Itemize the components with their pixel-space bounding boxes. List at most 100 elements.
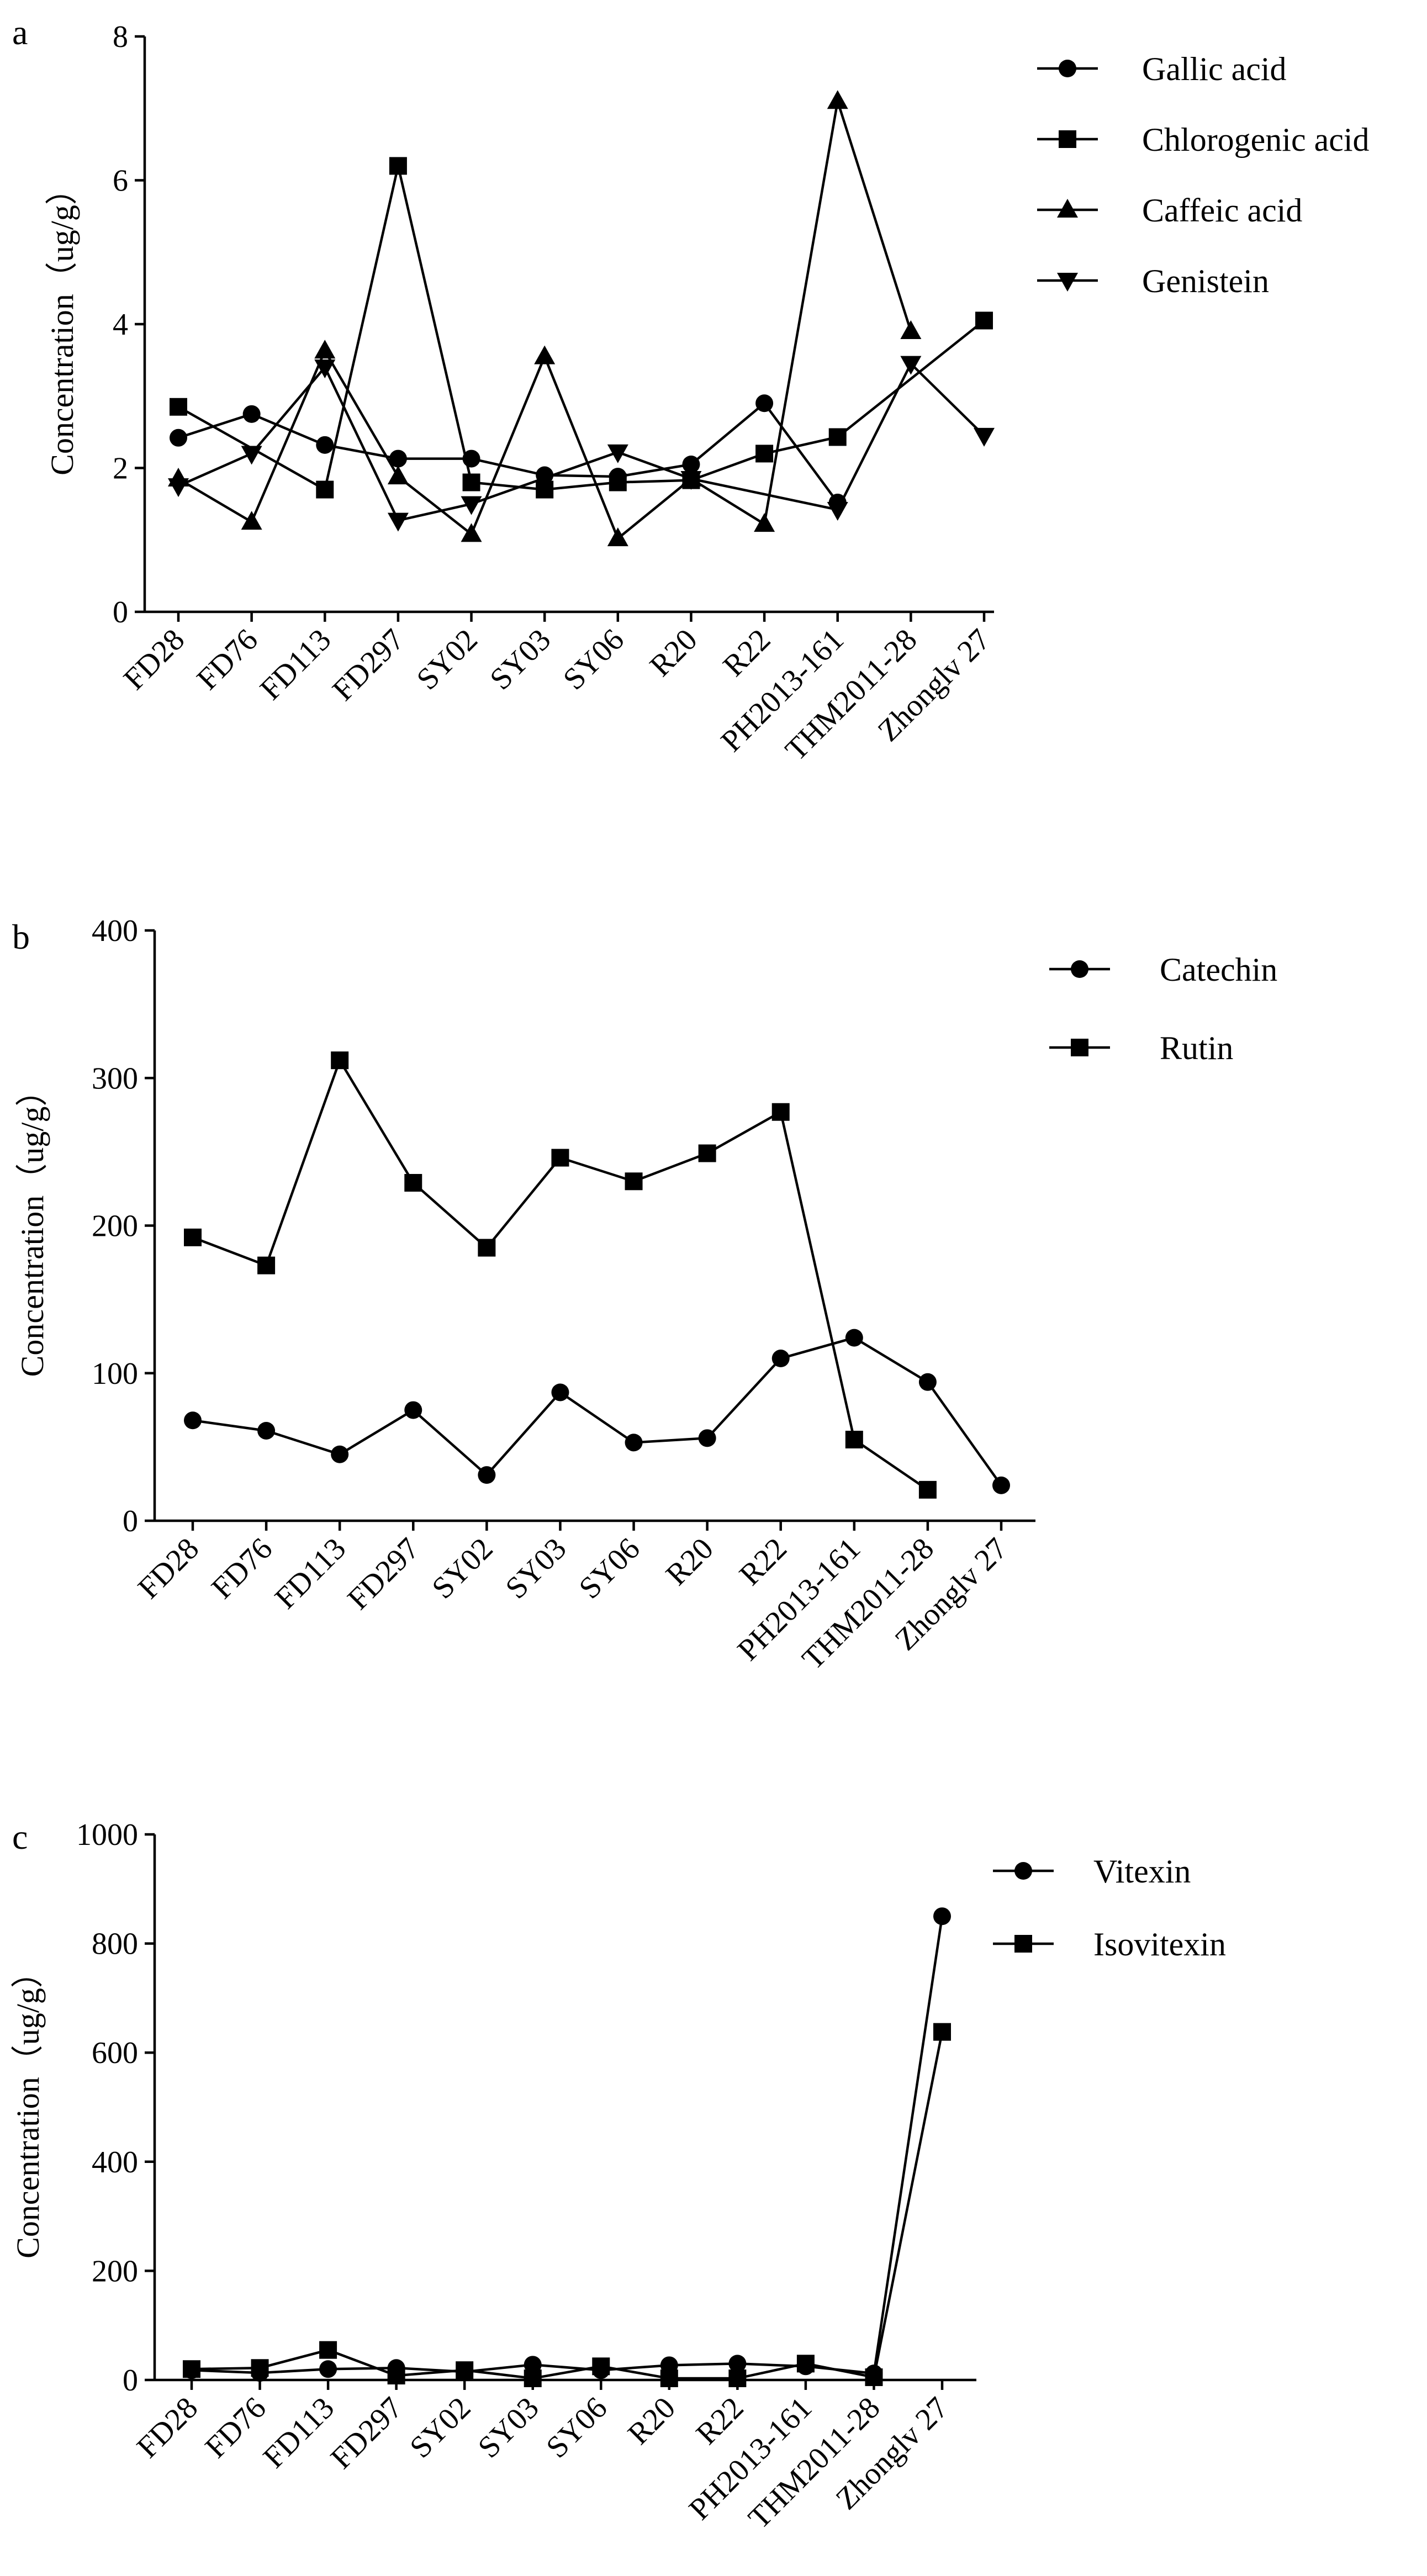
chart-b-x-tick-label-fd113: FD113 xyxy=(268,1531,352,1615)
chart-c-point-isovitexin-fd28 xyxy=(183,2360,200,2378)
chart-a-point-chlorogenic-acid-fd28 xyxy=(170,398,187,416)
chart-c-x-tick-label-sy06: SY06 xyxy=(540,2390,614,2464)
chart-b-point-catechin-fd113 xyxy=(331,1445,349,1463)
chart-b-point-catechin-r22 xyxy=(771,1350,790,1368)
chart-b-y-tick-label: 300 xyxy=(92,1061,138,1096)
chart-panel-a: a 0 2 4 6 8 Concentration（ug/g） FD28FD76FD113F… xyxy=(12,13,1370,768)
chart-a-point-chlorogenic-acid-sy06 xyxy=(609,473,627,491)
chart-c-x-tick-label-r22: R22 xyxy=(690,2390,751,2451)
chart-a-legend-label-genistein: Genistein xyxy=(1142,263,1269,299)
chart-a-x-tick-label-sy06: SY06 xyxy=(557,622,631,696)
chart-b-x-tick-label-sy02: SY02 xyxy=(425,1531,499,1605)
chart-c-y-tick-label: 400 xyxy=(92,2145,138,2180)
chart-a-point-gallic-acid-fd76 xyxy=(242,405,261,423)
chart-a-point-gallic-acid-fd297 xyxy=(389,449,407,468)
chart-a-x-tick-label-r20: R20 xyxy=(643,622,704,683)
chart-b-series-line-rutin xyxy=(192,1057,929,1491)
chart-b-legend-label-rutin: Rutin xyxy=(1160,1030,1233,1066)
chart-b-legend-label-catechin: Catechin xyxy=(1160,951,1277,988)
chart-a-point-caffeic-acid-sy02 xyxy=(461,523,482,542)
chart-a-legend-marker-caffeic-acid xyxy=(1057,199,1078,218)
chart-a-legend-label-caffeic-acid: Caffeic acid xyxy=(1142,192,1302,229)
chart-c-series-line-vitexin xyxy=(191,1916,944,2375)
chart-b-point-rutin-fd76 xyxy=(257,1256,276,1274)
chart-a-point-chlorogenic-acid-zhonglv-27 xyxy=(975,311,993,330)
chart-b-point-catechin-fd297 xyxy=(404,1401,422,1419)
chart-b-legend-marker-rutin xyxy=(1071,1039,1088,1056)
chart-b-point-rutin-thm2011-28 xyxy=(918,1480,937,1499)
chart-a-point-chlorogenic-acid-fd113 xyxy=(316,480,334,499)
chart-a-point-gallic-acid-r22 xyxy=(755,394,774,412)
chart-a-legend-marker-chlorogenic-acid xyxy=(1059,130,1076,148)
chart-b-y-axis-title: Concentration（ug/g） xyxy=(14,1075,50,1377)
chart-a-legend-marker-gallic-acid xyxy=(1059,60,1076,77)
chart-a-point-genistein-fd113 xyxy=(314,359,336,379)
chart-b-point-catechin-sy03 xyxy=(551,1383,569,1401)
chart-b-point-catechin-r20 xyxy=(698,1429,716,1447)
chart-b-point-rutin-r22 xyxy=(771,1103,790,1121)
chart-b-point-catechin-fd76 xyxy=(257,1421,276,1440)
chart-c-point-isovitexin-ph2013-161 xyxy=(796,2355,815,2373)
chart-b-x-tick-label-fd28: FD28 xyxy=(131,1531,205,1605)
chart-c-point-isovitexin-thm2011-28 xyxy=(865,2368,883,2387)
chart-c-point-isovitexin-r20 xyxy=(660,2369,678,2388)
chart-a-point-genistein-sy02 xyxy=(461,496,482,515)
chart-b-x-tick-label-fd76: FD76 xyxy=(205,1531,279,1605)
chart-a-y-tick-label: 2 xyxy=(113,452,128,486)
chart-b-point-catechin-zhonglv-27 xyxy=(992,1476,1010,1494)
chart-a-point-genistein-sy06 xyxy=(607,444,628,463)
chart-c-x-tick-label-fd28: FD28 xyxy=(130,2390,204,2464)
chart-a-point-genistein-fd28 xyxy=(168,478,189,498)
chart-c-y-tick-label: 1000 xyxy=(76,1818,138,1852)
chart-c-point-isovitexin-fd297 xyxy=(387,2367,405,2385)
chart-b-point-catechin-ph2013-161 xyxy=(845,1329,863,1347)
chart-b-point-rutin-fd297 xyxy=(404,1173,422,1192)
chart-a-point-genistein-r20 xyxy=(680,471,702,490)
chart-b-series-line-catechin xyxy=(192,1336,1002,1487)
chart-a-point-gallic-acid-fd113 xyxy=(316,436,334,454)
chart-b-x-tick-label-r22: R22 xyxy=(733,1531,794,1592)
chart-a-point-genistein-fd76 xyxy=(241,446,262,465)
chart-c-y-axis-title: Concentration（ug/g） xyxy=(10,1956,46,2258)
chart-a-point-caffeic-acid-sy06 xyxy=(607,527,628,547)
chart-c-x-tick-label-fd113: FD113 xyxy=(257,2390,341,2474)
chart-a-point-chlorogenic-acid-sy03 xyxy=(536,480,554,499)
chart-c-point-vitexin-r22 xyxy=(728,2355,747,2373)
chart-a-point-chlorogenic-acid-fd297 xyxy=(389,157,407,175)
chart-b-legend-marker-catechin xyxy=(1071,960,1088,978)
chart-b-point-rutin-fd28 xyxy=(184,1228,202,1246)
chart-c-point-isovitexin-fd76 xyxy=(251,2359,269,2377)
chart-c-legend-label-vitexin: Vitexin xyxy=(1093,1853,1191,1890)
chart-c-y-tick-label: 0 xyxy=(123,2363,138,2398)
chart-a-legend-label-chlorogenic-acid: Chlorogenic acid xyxy=(1142,121,1370,158)
chart-a-legend-marker-genistein xyxy=(1057,273,1078,292)
chart-a-point-caffeic-acid-r22 xyxy=(754,513,775,532)
chart-a-point-caffeic-acid-ph2013-161 xyxy=(827,90,848,109)
chart-b-point-rutin-ph2013-161 xyxy=(845,1431,863,1449)
panel-label-a: a xyxy=(12,13,28,52)
chart-c-point-isovitexin-sy03 xyxy=(524,2369,542,2388)
chart-b-point-rutin-fd113 xyxy=(331,1051,349,1070)
chart-b-x-tick-label-r20: R20 xyxy=(659,1531,720,1592)
chart-c-legend-marker-isovitexin xyxy=(1014,1935,1032,1953)
chart-c-y-tick-label: 800 xyxy=(92,1927,138,1961)
chart-b-y-tick-label: 400 xyxy=(92,914,138,948)
chart-a-x-tick-label-fd297: FD297 xyxy=(326,622,411,707)
chart-c-point-isovitexin-r22 xyxy=(728,2369,747,2388)
chart-c-x-tick-label-sy02: SY02 xyxy=(403,2390,477,2464)
chart-c-point-isovitexin-zhonglv-27 xyxy=(933,2023,951,2041)
chart-b-point-rutin-sy03 xyxy=(551,1149,569,1167)
chart-a-series-line-gallic-acid xyxy=(178,401,839,504)
chart-b-y-tick-label: 200 xyxy=(92,1209,138,1244)
chart-c-point-vitexin-sy03 xyxy=(524,2356,542,2374)
chart-a-point-genistein-thm2011-28 xyxy=(900,356,922,375)
chart-a-y-tick-label: 6 xyxy=(113,164,128,198)
chart-b-y-tick-label: 100 xyxy=(92,1357,138,1391)
chart-c-legend-marker-vitexin xyxy=(1014,1862,1032,1880)
chart-c-point-vitexin-zhonglv-27 xyxy=(933,1907,951,1926)
chart-a-point-caffeic-acid-fd113 xyxy=(314,340,336,359)
chart-c-x-tick-label-sy03: SY03 xyxy=(472,2390,546,2464)
chart-b-point-rutin-r20 xyxy=(698,1144,716,1162)
